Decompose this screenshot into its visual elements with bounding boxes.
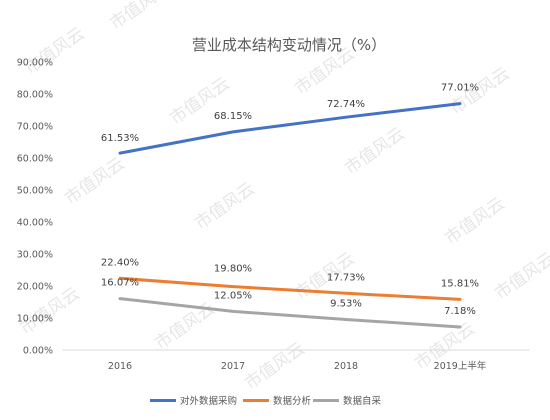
- data-label: 61.53%: [101, 133, 139, 144]
- y-axis: 0.00% 10.00% 20.00% 30.00% 40.00% 50.00% 60.00…: [17, 58, 53, 357]
- x-tick-label: 2019上半年: [434, 360, 487, 372]
- watermark-text: 市值风云: [61, 154, 128, 209]
- legend-label: 数据自采: [343, 395, 382, 407]
- watermark-text: 市值风云: [241, 339, 308, 394]
- legend-label: 数据分析: [273, 395, 312, 407]
- series-line-2: [118, 276, 462, 301]
- y-tick-label: 80.00%: [17, 90, 53, 101]
- data-label: 7.18%: [444, 306, 476, 317]
- data-label: 9.53%: [330, 299, 362, 310]
- data-label: 68.15%: [214, 111, 252, 122]
- y-tick-label: 20.00%: [17, 282, 53, 293]
- series-line-1: [118, 102, 462, 155]
- y-tick-label: 60.00%: [17, 154, 53, 165]
- chart-title: 营业成本结构变动情况（%）: [192, 36, 386, 54]
- watermark-text: 市值风云: [341, 124, 408, 179]
- data-label: 19.80%: [214, 264, 252, 275]
- watermark-text: 市值风云: [191, 179, 258, 234]
- data-label: 22.40%: [101, 257, 139, 268]
- watermark-text: 市值风云: [441, 194, 508, 249]
- data-label: 77.01%: [441, 83, 479, 94]
- data-label: 15.81%: [441, 278, 479, 289]
- watermark-text: 市值风云: [106, 0, 173, 34]
- y-tick-label: 70.00%: [17, 122, 53, 133]
- y-tick-label: 0.00%: [23, 346, 53, 357]
- y-tick-label: 40.00%: [17, 218, 53, 229]
- y-tick-label: 30.00%: [17, 250, 53, 261]
- x-axis: 2016 2017 2018 2019上半年: [108, 360, 487, 372]
- data-label: 72.74%: [327, 99, 365, 110]
- data-label: 17.73%: [327, 272, 365, 283]
- series-line-3: [118, 297, 462, 329]
- data-label: 16.07%: [101, 278, 139, 289]
- y-tick-label: 50.00%: [17, 186, 53, 197]
- series-layer: [118, 102, 462, 329]
- legend-label: 对外数据采购: [180, 395, 237, 407]
- x-tick-label: 2016: [108, 361, 132, 372]
- data-label: 12.05%: [214, 290, 252, 301]
- x-tick-label: 2017: [221, 361, 245, 372]
- legend: 对外数据采购 数据分析 数据自采: [150, 395, 382, 407]
- watermark-text: 市值风云: [491, 249, 550, 304]
- watermark-text: 市值风云: [21, 24, 88, 79]
- y-tick-label: 10.00%: [17, 314, 53, 325]
- y-tick-label: 90.00%: [17, 58, 53, 69]
- x-tick-label: 2018: [334, 361, 358, 372]
- data-labels: 61.53% 68.15% 72.74% 77.01% 22.40% 19.80% 17.7…: [101, 83, 479, 317]
